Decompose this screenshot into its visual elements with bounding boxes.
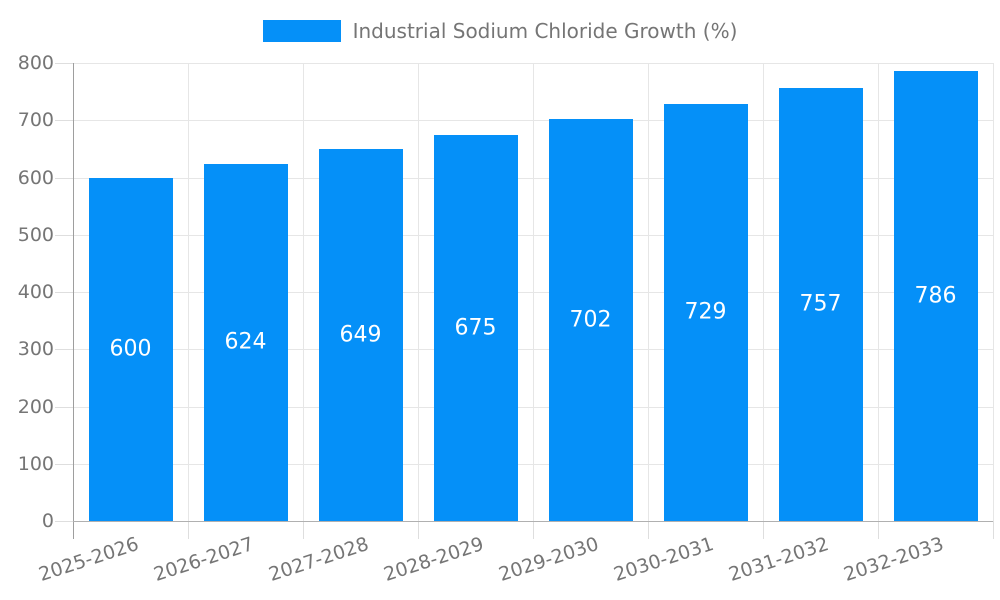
bar[interactable] — [88, 177, 173, 521]
x-gridline — [188, 63, 189, 521]
bar[interactable] — [663, 103, 748, 521]
y-tick-mark — [55, 177, 73, 179]
x-axis-tick-label: 2030-2031 — [610, 533, 717, 586]
y-tick-mark — [55, 463, 73, 465]
y-axis-tick-label: 700 — [17, 109, 54, 132]
x-tick-mark — [188, 521, 189, 539]
y-axis-tick-label: 100 — [17, 452, 54, 475]
y-axis-tick-label: 800 — [17, 52, 54, 74]
y-tick-mark — [55, 406, 73, 408]
x-axis-tick-label: 2027-2028 — [265, 533, 372, 586]
y-tick-mark — [55, 120, 73, 122]
bar[interactable] — [893, 71, 978, 521]
x-tick-mark — [533, 521, 534, 539]
bar[interactable] — [548, 119, 633, 521]
x-tick-mark — [878, 521, 879, 539]
x-tick-mark — [303, 521, 304, 539]
bar-value-label: 757 — [799, 291, 842, 317]
y-axis-tick-label: 0 — [41, 510, 54, 532]
y-axis-tick-label: 400 — [17, 281, 54, 303]
bar-value-label: 649 — [339, 322, 382, 348]
y-tick-mark — [55, 234, 73, 236]
y-tick-mark — [55, 349, 73, 351]
x-tick-mark — [763, 521, 764, 539]
y-axis-tick-label: 200 — [17, 395, 54, 418]
y-axis-tick-label: 500 — [17, 223, 54, 246]
bar[interactable] — [433, 134, 518, 521]
x-gridline — [533, 63, 534, 521]
x-tick-mark — [993, 521, 994, 539]
x-gridline — [648, 63, 649, 521]
x-gridline — [418, 63, 419, 521]
y-axis-tick-label: 600 — [17, 166, 54, 189]
x-axis-tick-label: 2032-2033 — [840, 533, 947, 586]
y-axis-tick-label: 300 — [17, 338, 54, 361]
x-tick-mark — [418, 521, 419, 539]
x-axis-line — [73, 521, 993, 522]
x-axis-tick-label: 2031-2032 — [725, 533, 832, 586]
legend-label: Industrial Sodium Chloride Growth (%) — [352, 19, 738, 43]
legend-swatch-icon — [262, 20, 341, 42]
bar[interactable] — [778, 87, 863, 521]
y-axis-line — [73, 63, 74, 539]
x-gridline — [763, 63, 764, 521]
bar-value-label: 702 — [569, 307, 612, 333]
x-axis-tick-label: 2028-2029 — [380, 533, 487, 586]
legend[interactable]: Industrial Sodium Chloride Growth (%) — [0, 19, 1000, 43]
bar-value-label: 786 — [914, 283, 957, 309]
bar-value-label: 729 — [684, 299, 727, 325]
bar-value-label: 675 — [454, 315, 497, 341]
y-tick-mark — [55, 521, 73, 522]
x-gridline — [303, 63, 304, 521]
bar-value-label: 624 — [224, 329, 267, 355]
bar[interactable] — [203, 163, 288, 521]
x-axis-tick-label: 2029-2030 — [495, 533, 602, 586]
x-axis-tick-label: 2026-2027 — [150, 533, 257, 586]
x-gridline — [993, 63, 994, 521]
bar-value-label: 600 — [109, 336, 152, 362]
y-tick-mark — [55, 63, 73, 64]
y-tick-mark — [55, 292, 73, 293]
x-gridline — [878, 63, 879, 521]
x-axis-tick-label: 2025-2026 — [35, 533, 142, 586]
x-tick-mark — [648, 521, 649, 539]
bar[interactable] — [318, 149, 403, 521]
